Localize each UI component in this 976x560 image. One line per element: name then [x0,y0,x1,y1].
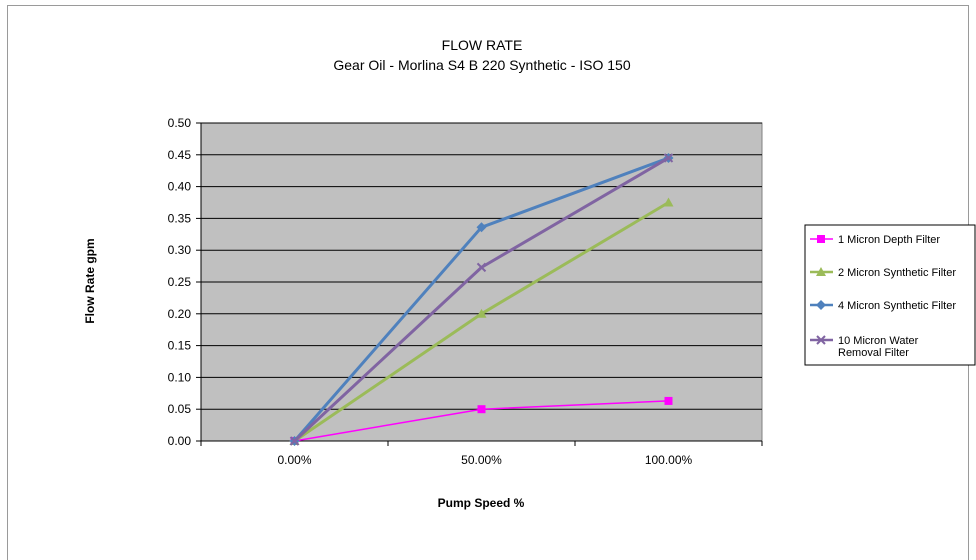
y-tick-label: 0.20 [168,307,192,321]
data-point [476,222,487,233]
y-tick-label: 0.50 [168,116,192,130]
data-point [664,396,673,405]
legend-label: Removal Filter [838,347,909,359]
data-point [476,262,487,273]
x-axis-title: Pump Speed % [438,496,525,510]
legend-label: 4 Micron Synthetic Filter [838,300,956,312]
data-point [476,308,487,318]
y-tick-label: 0.10 [168,370,192,384]
legend-swatch-marker [817,235,825,243]
y-tick-label: 0.05 [168,402,192,416]
legend-box [804,224,976,366]
x-tick-label: 0.00% [277,453,311,467]
x-axis-ticks: 0.00% 50.00% 100.00% [200,441,763,467]
legend: 1 Micron Depth Filter 2 Micron Synthetic … [804,224,976,366]
y-tick-label: 0.40 [168,180,192,194]
legend-label: 10 Micron Water [838,335,919,347]
y-axis-ticks: 0.00 0.05 0.10 0.15 0.20 0.25 0.30 0.35 0.40 0.45… [168,116,201,448]
chart-title: FLOW RATE [442,37,523,53]
marker-stroke [816,335,826,345]
legend-swatch-marker [816,335,826,345]
series-group [289,152,674,446]
data-point [289,436,300,446]
legend-swatch-marker [816,267,826,276]
y-tick-label: 0.30 [168,243,192,257]
legend-label: 1 Micron Depth Filter [838,234,940,246]
x-tick-label: 50.00% [461,453,502,467]
legend-item: 1 Micron Depth Filter [810,234,940,246]
data-point [477,405,486,414]
y-tick-label: 0.15 [168,339,192,353]
legend-label: 2 Micron Synthetic Filter [838,267,956,279]
marker-stroke [476,262,487,273]
x-tick-label: 100.00% [645,453,693,467]
data-point [663,197,674,207]
marker-stroke [289,436,300,446]
legend-swatch-marker [816,300,826,310]
plot-area [200,122,763,442]
y-tick-label: 0.45 [168,148,192,162]
marker-stroke [663,153,674,163]
y-tick-label: 0.25 [168,275,192,289]
data-point [663,153,674,163]
y-tick-label: 0.35 [168,211,192,225]
y-tick-label: 0.00 [168,434,192,448]
y-axis-title: Flow Rate gpm [83,238,97,323]
chart-subtitle: Gear Oil - Morlina S4 B 220 Synthetic - … [333,57,630,73]
legend-item: 4 Micron Synthetic Filter [810,300,956,312]
legend-item: 2 Micron Synthetic Filter [810,267,956,279]
